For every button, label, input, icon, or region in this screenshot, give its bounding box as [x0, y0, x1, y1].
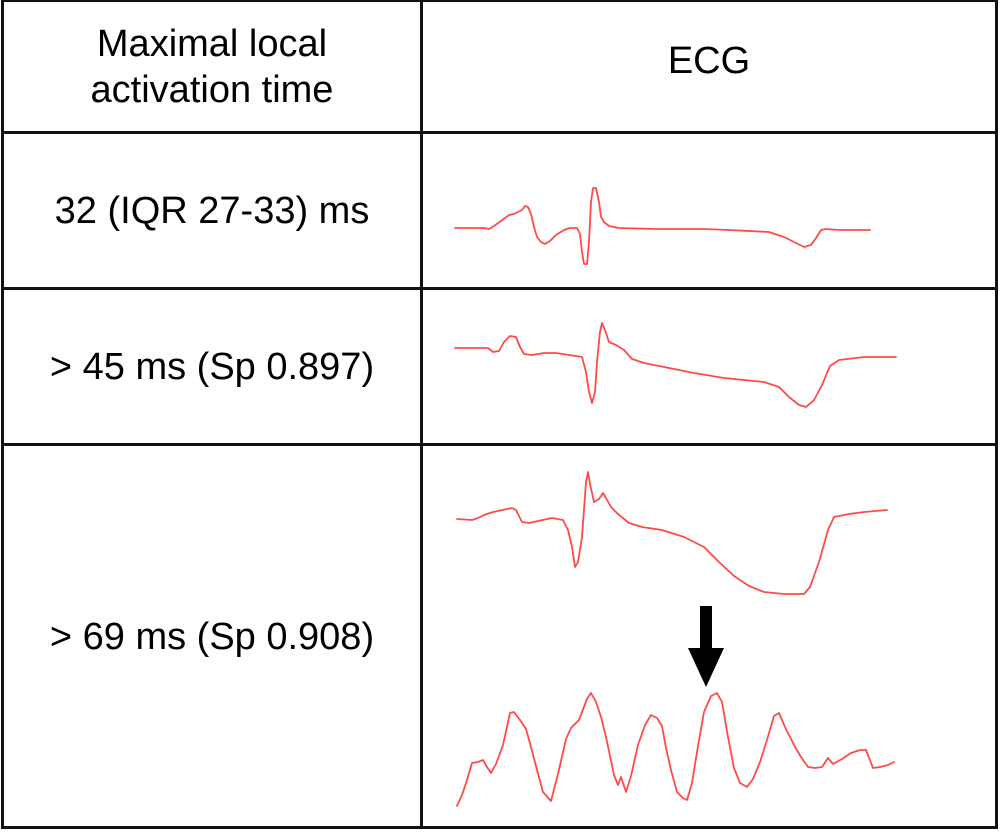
row2-ecg-trace: [454, 322, 897, 408]
header-lat-line1: Maximal local: [96, 22, 328, 65]
down-arrow-icon: [688, 606, 724, 687]
row3-lat-value: > 69 ms (Sp 0.908): [49, 616, 375, 658]
row3-lat: > 69 ms (Sp 0.908): [4, 446, 420, 828]
row2-lat-value: > 45 ms (Sp 0.897): [49, 345, 375, 388]
row1-ecg-trace: [454, 187, 871, 265]
header-ecg-label: ECG: [667, 39, 751, 82]
row1-lat: 32 (IQR 27-33) ms: [4, 134, 420, 287]
row2-lat: > 45 ms (Sp 0.897): [4, 290, 420, 443]
row1-divider: [4, 287, 995, 290]
row3-ecg-trace: [456, 471, 895, 807]
header-lat-line2: activation time: [90, 68, 334, 111]
column-divider: [420, 2, 423, 826]
row1-lat-value: 32 (IQR 27-33) ms: [54, 189, 370, 232]
header-ecg: ECG: [423, 2, 995, 131]
header-lat: Maximal local activation time: [4, 2, 420, 131]
header-divider: [4, 131, 995, 134]
row2-divider: [4, 443, 995, 446]
